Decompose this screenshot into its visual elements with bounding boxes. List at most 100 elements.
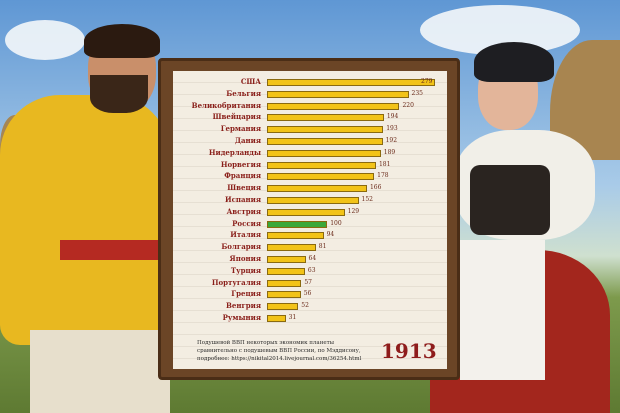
note-line: сравнительно с подушевым ВВП России, по … bbox=[197, 348, 361, 354]
value-label: 189 bbox=[383, 148, 396, 156]
bar bbox=[267, 244, 316, 252]
value-label: 181 bbox=[378, 160, 391, 168]
value-label: 81 bbox=[318, 243, 327, 251]
chart-note: Подушевой ВВП некоторых экономик планеты… bbox=[197, 339, 377, 363]
note-line: Подушевой ВВП некоторых экономик планеты bbox=[197, 340, 335, 346]
category-label: Австрия bbox=[226, 206, 261, 216]
bar-row: Нидерланды 189 bbox=[173, 148, 447, 158]
value-label: 192 bbox=[385, 137, 398, 144]
bar bbox=[267, 161, 376, 169]
category-label: Нидерланды bbox=[208, 147, 261, 157]
bar-row: Румыния 31 bbox=[173, 313, 447, 323]
bar bbox=[267, 79, 435, 86]
chart-board: Подушевой ВВП некоторых экономик планеты… bbox=[158, 58, 460, 380]
category-label: Румыния bbox=[222, 313, 261, 322]
category-label: Германия bbox=[220, 124, 261, 134]
value-label: 220 bbox=[402, 101, 414, 109]
bar-row: Португалия 57 bbox=[173, 278, 447, 288]
bar bbox=[267, 232, 324, 240]
bar bbox=[267, 267, 305, 275]
value-label: 57 bbox=[304, 278, 312, 286]
value-label: 178 bbox=[377, 172, 389, 180]
bar-row: Турция 63 bbox=[173, 266, 447, 276]
sash bbox=[60, 240, 160, 260]
category-label: Бельгия bbox=[226, 88, 261, 98]
bar-row: Дания 192 bbox=[173, 136, 447, 146]
category-label: Испания bbox=[224, 195, 261, 204]
bar bbox=[267, 185, 367, 193]
category-label: Италия bbox=[230, 230, 261, 240]
man-pants bbox=[30, 330, 170, 413]
chart-paper: Подушевой ВВП некоторых экономик планеты… bbox=[173, 71, 447, 369]
bar bbox=[267, 220, 328, 228]
value-label: 56 bbox=[303, 290, 312, 298]
bar bbox=[267, 315, 286, 322]
value-label: 152 bbox=[361, 196, 373, 203]
value-label: 166 bbox=[369, 184, 382, 192]
bar-row: Италия 94 bbox=[173, 230, 447, 240]
chart-title: 1913 bbox=[381, 339, 437, 363]
category-label: Швейцария bbox=[212, 112, 261, 122]
value-label: 193 bbox=[386, 125, 398, 133]
value-label: 100 bbox=[330, 219, 342, 227]
woman-bodice bbox=[470, 165, 550, 235]
category-label: Греция bbox=[231, 289, 261, 299]
man-beard bbox=[90, 75, 148, 113]
bar-row: Россия 100 bbox=[173, 219, 447, 229]
bar bbox=[267, 303, 299, 311]
bar bbox=[267, 90, 409, 98]
category-label: Великобритания bbox=[191, 100, 261, 110]
value-label: 64 bbox=[308, 255, 317, 262]
bar-row: Австрия 129 bbox=[173, 207, 447, 217]
note-line: подробнее: https://nikital2014.livejourn… bbox=[197, 356, 362, 362]
bar bbox=[267, 173, 375, 181]
bar-row: США 279 bbox=[173, 77, 447, 87]
bar bbox=[267, 126, 384, 134]
value-label: 31 bbox=[288, 314, 297, 321]
value-label: 63 bbox=[307, 266, 316, 274]
man-figure bbox=[0, 95, 170, 345]
bar-row: Япония 64 bbox=[173, 254, 447, 264]
category-label: Португалия bbox=[211, 277, 261, 287]
bar-row: Швейцария 194 bbox=[173, 112, 447, 122]
woman-scarf bbox=[474, 42, 554, 82]
bar bbox=[267, 102, 400, 110]
bar-row: Швеция 166 bbox=[173, 183, 447, 193]
bar-row: Великобритания 220 bbox=[173, 101, 447, 111]
bar bbox=[267, 138, 383, 145]
category-label: Швеция bbox=[227, 183, 261, 193]
man-hair bbox=[84, 24, 160, 58]
category-label: Япония bbox=[229, 254, 261, 263]
category-label: Норвегия bbox=[220, 159, 261, 169]
value-label: 94 bbox=[326, 231, 335, 239]
bar bbox=[267, 279, 302, 287]
value-label: 129 bbox=[347, 207, 360, 215]
value-label: 235 bbox=[411, 89, 423, 97]
bar-row: Болгария 81 bbox=[173, 242, 447, 252]
bar-row: Испания 152 bbox=[173, 195, 447, 205]
category-label: Дания bbox=[234, 136, 261, 145]
bar bbox=[267, 291, 301, 299]
bar-row: Норвегия 181 bbox=[173, 160, 447, 170]
bar bbox=[267, 208, 345, 216]
bar-row: Германия 193 bbox=[173, 124, 447, 134]
category-label: Франция bbox=[224, 171, 261, 181]
bar bbox=[267, 114, 384, 122]
bar-row: Греция 56 bbox=[173, 289, 447, 299]
category-label: США bbox=[240, 77, 261, 86]
woman-apron bbox=[460, 240, 545, 380]
bar bbox=[267, 256, 306, 263]
bar-row: Франция 178 bbox=[173, 171, 447, 181]
bar-row: Бельгия 235 bbox=[173, 89, 447, 99]
bar bbox=[267, 197, 359, 204]
cloud bbox=[5, 20, 85, 60]
bar bbox=[267, 149, 381, 157]
category-label: Турция bbox=[230, 265, 261, 275]
bar-row: Венгрия 52 bbox=[173, 301, 447, 311]
category-label: Венгрия bbox=[225, 301, 261, 311]
value-label: 194 bbox=[386, 113, 399, 121]
value-label: 279 bbox=[421, 78, 433, 85]
value-label: 52 bbox=[301, 302, 309, 310]
category-label: Болгария bbox=[221, 242, 261, 252]
category-label: Россия bbox=[232, 218, 261, 228]
